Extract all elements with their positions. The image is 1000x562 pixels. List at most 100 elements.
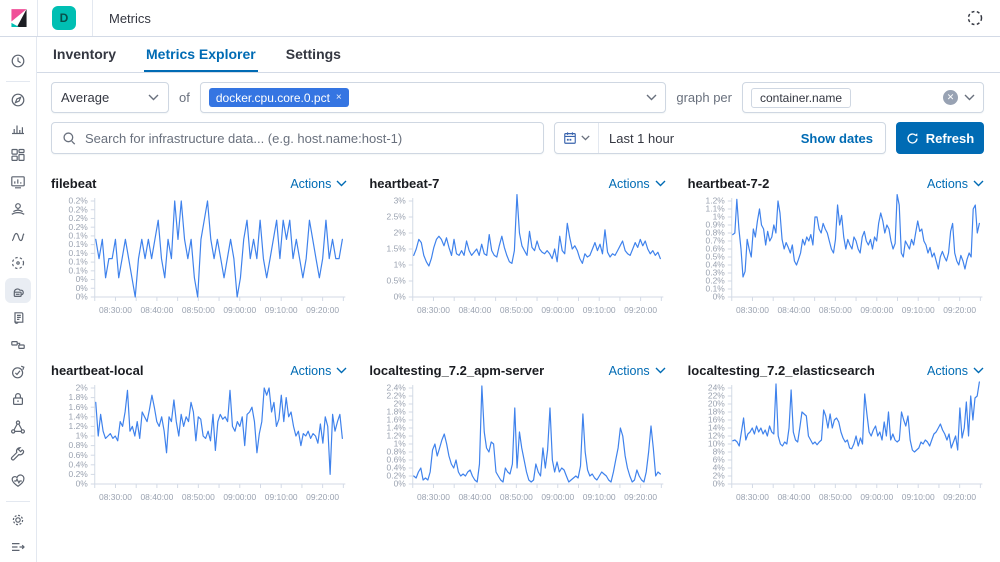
sidebar-item-management[interactable] xyxy=(5,508,31,533)
group-by-tag[interactable]: container.name xyxy=(751,87,852,108)
svg-text:14%: 14% xyxy=(708,423,725,433)
chart-actions-button[interactable]: Actions xyxy=(609,177,666,191)
svg-text:08:50:00: 08:50:00 xyxy=(182,492,215,502)
sidebar-item-logs[interactable] xyxy=(5,306,31,331)
svg-text:1.6%: 1.6% xyxy=(69,402,89,412)
aggregation-select[interactable]: Average xyxy=(51,82,169,113)
group-by-combobox[interactable]: container.name ✕ xyxy=(742,82,984,113)
svg-text:3%: 3% xyxy=(394,196,407,206)
date-picker: Last 1 hour Show dates xyxy=(554,122,886,154)
sidebar-item-infrastructure[interactable] xyxy=(5,278,31,303)
metric-line-chart: 2.4%2.2%2%1.8%1.6%1.4%1.2%1%0.8%0.6%0.4%… xyxy=(387,383,664,502)
lock-icon xyxy=(12,393,24,406)
sidebar-item-code[interactable] xyxy=(5,251,31,276)
svg-text:2%: 2% xyxy=(76,383,89,393)
sidebar-item-dev-tools[interactable] xyxy=(5,441,31,466)
tab-metrics-explorer[interactable]: Metrics Explorer xyxy=(144,37,258,72)
collapse-icon xyxy=(12,543,25,552)
space-badge[interactable]: D xyxy=(52,6,76,30)
svg-text:0.2%: 0.2% xyxy=(69,196,89,206)
svg-text:09:20:00: 09:20:00 xyxy=(306,305,339,315)
chevron-down-icon xyxy=(646,94,657,101)
svg-text:0%: 0% xyxy=(76,292,89,302)
sidebar-item-monitoring[interactable] xyxy=(5,469,31,494)
sidebar-item-uptime[interactable] xyxy=(5,360,31,385)
quick-select-button[interactable] xyxy=(555,123,599,153)
svg-text:09:00:00: 09:00:00 xyxy=(542,492,575,502)
sidebar-item-siem[interactable] xyxy=(5,387,31,412)
svg-text:0.2%: 0.2% xyxy=(69,469,89,479)
sidebar-item-graph[interactable] xyxy=(5,414,31,439)
chevron-down-icon xyxy=(973,367,984,374)
metric-line-chart: 0.2%0.2%0.2%0.2%0.1%0.1%0.1%0.1%0.1%0%0%… xyxy=(69,196,346,315)
dashboard-icon xyxy=(11,148,25,161)
refresh-label: Refresh xyxy=(925,130,975,146)
svg-text:09:20:00: 09:20:00 xyxy=(625,305,658,315)
svg-text:09:10:00: 09:10:00 xyxy=(583,305,616,315)
svg-text:0.2%: 0.2% xyxy=(69,213,89,223)
sidebar-item-discover[interactable] xyxy=(5,88,31,113)
chart-actions-button[interactable]: Actions xyxy=(290,364,347,378)
svg-text:08:50:00: 08:50:00 xyxy=(819,305,852,315)
help-icon[interactable] xyxy=(966,9,984,27)
metric-chart-card: heartbeat-7-2 Actions 1.2% 1.1% 1% 0.9% 0.8% 0.… xyxy=(688,176,984,325)
sidebar-item-dashboard[interactable] xyxy=(5,142,31,167)
sidebar-item-machine-learning[interactable] xyxy=(5,224,31,249)
svg-text:0.1%: 0.1% xyxy=(705,284,725,294)
svg-text:0%: 0% xyxy=(712,292,725,302)
svg-text:24%: 24% xyxy=(708,383,725,393)
svg-text:1%: 1% xyxy=(394,439,407,449)
graph-icon xyxy=(11,419,25,434)
svg-text:2.2%: 2.2% xyxy=(387,391,407,401)
top-bar: D Metrics xyxy=(0,0,1000,37)
chart-title: localtesting_7.2_apm-server xyxy=(369,363,545,378)
chevron-down-icon xyxy=(655,367,666,374)
svg-text:0.2%: 0.2% xyxy=(705,276,725,286)
sidebar-item-visualize[interactable] xyxy=(5,115,31,140)
svg-text:0.1%: 0.1% xyxy=(69,265,89,275)
svg-text:8%: 8% xyxy=(712,447,725,457)
clear-group-by-icon[interactable]: ✕ xyxy=(943,90,958,105)
svg-text:2.4%: 2.4% xyxy=(387,383,407,393)
sidebar-item-apm[interactable] xyxy=(5,333,31,358)
chart-actions-button[interactable]: Actions xyxy=(927,364,984,378)
svg-text:0.2%: 0.2% xyxy=(69,204,89,214)
logs-icon xyxy=(14,312,24,324)
sidebar-item-recently-viewed[interactable] xyxy=(5,49,31,74)
metric-combobox[interactable]: docker.cpu.core.0.pct × xyxy=(199,82,667,113)
chart-actions-button[interactable]: Actions xyxy=(290,177,347,191)
time-range-value[interactable]: Last 1 hour xyxy=(609,130,675,146)
chart-title: heartbeat-7-2 xyxy=(687,176,770,191)
sidebar-item-maps[interactable] xyxy=(5,197,31,222)
svg-text:08:40:00: 08:40:00 xyxy=(459,305,492,315)
remove-metric-icon[interactable]: × xyxy=(335,92,342,103)
metric-tag[interactable]: docker.cpu.core.0.pct × xyxy=(208,88,349,107)
refresh-button[interactable]: Refresh xyxy=(896,122,984,154)
svg-text:1%: 1% xyxy=(76,431,89,441)
tab-settings[interactable]: Settings xyxy=(285,46,341,62)
svg-text:0.6%: 0.6% xyxy=(69,450,89,460)
gear-icon xyxy=(12,514,24,526)
chart-title: filebeat xyxy=(51,176,97,191)
metric-chart-card: localtesting_7.2_elasticsearch Actions 24%… xyxy=(688,363,984,512)
chart-title: localtesting_7.2_elasticsearch xyxy=(687,363,875,378)
svg-text:08:50:00: 08:50:00 xyxy=(182,305,215,315)
search-input[interactable] xyxy=(85,130,533,146)
sidebar-item-canvas[interactable] xyxy=(5,170,31,195)
svg-text:1.6%: 1.6% xyxy=(387,415,407,425)
chevron-down-icon xyxy=(964,94,975,101)
chart-actions-button[interactable]: Actions xyxy=(609,364,666,378)
svg-text:1%: 1% xyxy=(394,260,407,270)
svg-text:08:30:00: 08:30:00 xyxy=(99,492,132,502)
kibana-logo[interactable] xyxy=(0,0,38,36)
charts-grid: filebeat Actions 0.2% 0.2% 0.2% 0.2% 0.1% 0.1% 0… xyxy=(37,162,1000,512)
sidebar-collapse-button[interactable] xyxy=(5,535,31,560)
metric-chart-card: heartbeat-local Actions 2% 1.8% 1.6% 1.4% 1.2%… xyxy=(51,363,347,512)
show-dates-button[interactable]: Show dates xyxy=(800,130,873,146)
chart-actions-button[interactable]: Actions xyxy=(927,177,984,191)
svg-text:0.4%: 0.4% xyxy=(705,260,725,270)
svg-text:1.8%: 1.8% xyxy=(387,407,407,417)
svg-text:08:40:00: 08:40:00 xyxy=(140,492,173,502)
tab-inventory[interactable]: Inventory xyxy=(53,46,117,62)
svg-text:0%: 0% xyxy=(712,479,725,489)
